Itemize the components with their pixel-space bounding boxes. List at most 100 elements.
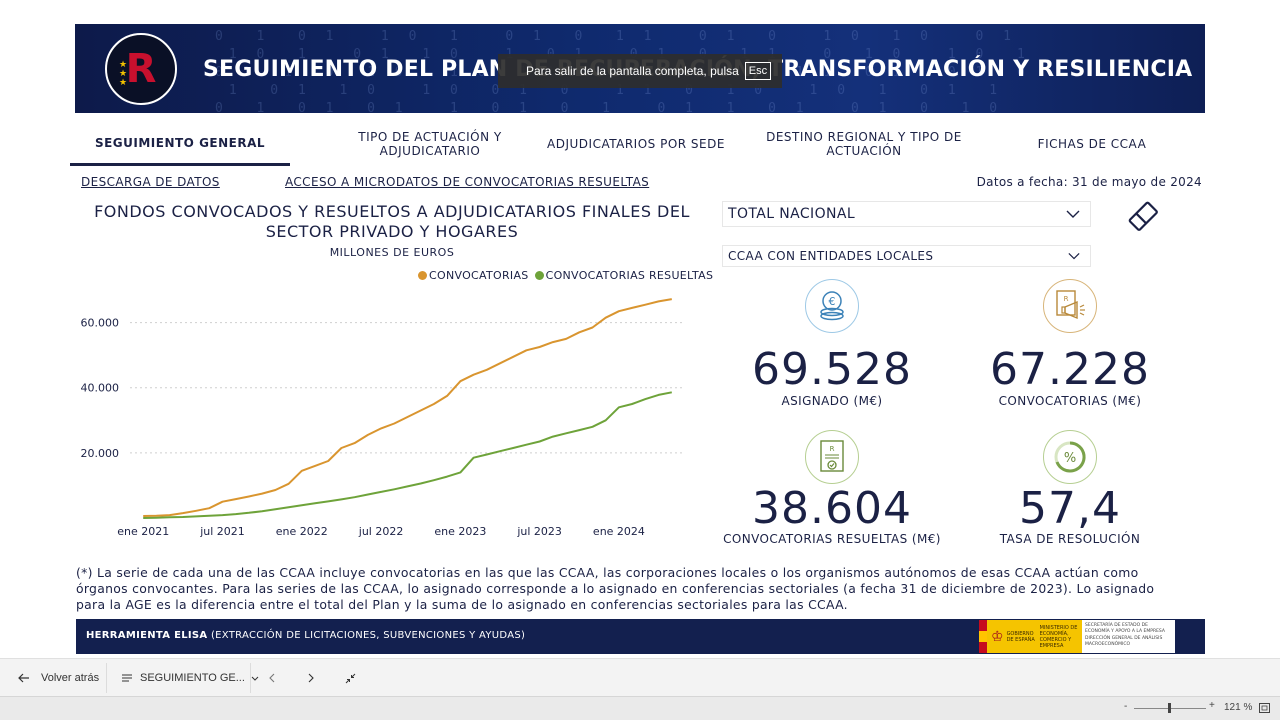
kpi-asignado-label: ASIGNADO (M€) [781,394,883,408]
zoom-slider-handle[interactable] [1168,703,1171,713]
legend-label-convocatorias: CONVOCATORIAS [429,269,529,282]
zoom-level: 121 % [1224,702,1253,713]
kpi-resueltas-value: 38.604 [752,483,912,534]
kpi-tasa-label: TASA DE RESOLUCIÓN [999,532,1141,546]
kpi-asignado-value: 69.528 [752,344,912,395]
tab-seguimiento-general[interactable]: SEGUIMIENTO GENERAL [70,122,290,166]
logo-letter: R [125,46,157,92]
footer-tool-text: HERRAMIENTA ELISA (EXTRACCIÓN DE LICITAC… [86,630,525,641]
tab-bar: SEGUIMIENTO GENERAL TIPO DE ACTUACIÓN Y … [70,122,1210,166]
certificate-check-icon: R [805,430,859,484]
direccion-label: DIRECCIÓN GENERAL DE ANÁLISIS MACROECONÓ… [1085,636,1163,647]
x-tick-label: jul 2023 [516,525,562,538]
series-line-convocatorias [143,298,672,517]
x-tick-label: ene 2023 [434,525,486,538]
legend-label-resueltas: CONVOCATORIAS RESUELTAS [545,269,714,282]
chevron-right-icon [308,673,314,683]
footer-tool-desc: (EXTRACCIÓN DE LICITACIONES, SUBVENCIONE… [210,630,526,641]
status-bar: - + 121 % [0,696,1280,720]
list-icon [122,674,132,682]
arrow-left-icon [18,673,29,683]
x-tick-label: jul 2022 [358,525,404,538]
x-tick-label: ene 2021 [117,525,169,538]
back-button-label: Volver atrás [41,672,100,684]
gov-label: GOBIERNO DE ESPAÑA [1006,630,1035,643]
footnote: (*) La serie de cada una de las CCAA inc… [76,565,1155,612]
esc-key-hint: Esc [744,62,772,80]
exit-fullscreen-button[interactable] [345,659,356,697]
chevron-down-icon [1066,210,1080,218]
clear-filters-eraser-icon[interactable] [1124,199,1164,235]
legend-item-convocatorias[interactable]: CONVOCATORIAS [418,269,529,282]
tab-adjudicatarios-sede[interactable]: ADJUDICATARIOS POR SEDE [547,137,725,151]
legend-dot-resueltas [534,271,544,280]
chevron-left-icon [269,673,275,683]
x-tick-label: ene 2024 [593,525,645,538]
microdata-link[interactable]: ACCESO A MICRODATOS DE CONVOCATORIAS RES… [285,175,650,189]
eu-stars-icon: ★ ★ ★ [119,60,128,88]
megaphone-document-glyph: R [1056,290,1085,320]
page-selector-label: SEGUIMIENTO GE... [140,672,245,684]
kpi-convocatorias-value: 67.228 [990,344,1150,395]
tab-tipo-actuacion[interactable]: TIPO DE ACTUACIÓN Y ADJUDICATARIO [358,130,502,158]
scope-dropdown[interactable]: CCAA CON ENTIDADES LOCALES [722,245,1091,267]
tab-fichas-ccaa[interactable]: FICHAS DE CCAA [1037,137,1147,151]
ministry-logo-block: ♔ GOBIERNO DE ESPAÑA MINISTERIO DE ECONO… [987,620,1082,653]
coin-stack-icon: € [805,279,859,333]
megaphone-document-icon: R [1043,279,1097,333]
series-line-resueltas [143,391,672,519]
scope-dropdown-value: CCAA CON ENTIDADES LOCALES [728,249,934,263]
kpi-resueltas-label: CONVOCATORIAS RESUELTAS (M€) [723,532,941,546]
y-tick-label: 60.000 [81,317,120,330]
svg-text:R: R [830,445,835,453]
ministry-label: MINISTERIO DE ECONOMÍA, COMERCIO Y EMPRE… [1039,624,1078,649]
line-chart: 20.000 40.000 60.000 ene 2021 jul 2021 ene 20… [81,298,685,538]
toolbar-divider [250,663,251,693]
tab-destino-regional[interactable]: DESTINO REGIONAL Y TIPO DE ACTUACIÓN [766,130,962,158]
next-page-button[interactable] [308,659,314,697]
percent-gauge-glyph: % [1054,441,1086,473]
coat-of-arms-icon: ♔ [991,628,1004,645]
fit-page-icon[interactable] [1259,703,1270,713]
y-tick-label: 40.000 [81,382,120,395]
y-tick-label: 20.000 [81,447,120,460]
footer-bar: HERRAMIENTA ELISA (EXTRACCIÓN DE LICITAC… [76,619,1205,654]
footer-tool-name: HERRAMIENTA ELISA [86,630,208,641]
viewer-toolbar: Volver atrás SEGUIMIENTO GE... [0,658,1280,696]
percent-gauge-icon: % [1043,430,1097,484]
kpi-convocatorias-label: CONVOCATORIAS (M€) [998,394,1142,408]
toolbar-divider [106,663,107,693]
back-button[interactable]: Volver atrás [18,659,99,697]
secretaria-block: SECRETARÍA DE ESTADO DE ECONOMÍA Y APOYO… [1082,620,1175,653]
svg-text:€: € [829,295,836,308]
government-logo: ♔ GOBIERNO DE ESPAÑA MINISTERIO DE ECONO… [979,620,1175,653]
previous-page-button[interactable] [269,659,275,697]
chevron-down-icon [1068,253,1080,260]
kpi-tasa-value: 57,4 [1019,483,1121,534]
x-tick-label: ene 2022 [276,525,328,538]
zoom-in-button[interactable]: + [1209,700,1215,711]
spain-flag-icon [979,620,987,653]
fullscreen-notice: Para salir de la pantalla completa, puls… [498,54,782,88]
chevron-down-icon [251,676,259,681]
plan-logo: ★ ★ ★ R [105,33,177,105]
x-tick-label: jul 2021 [199,525,245,538]
svg-text:%: % [1064,451,1076,466]
secretaria-label: SECRETARÍA DE ESTADO DE ECONOMÍA Y APOYO… [1085,623,1165,634]
page-selector[interactable]: SEGUIMIENTO GE... [122,659,259,697]
download-data-link[interactable]: DESCARGA DE DATOS [81,175,220,189]
region-dropdown-value: TOTAL NACIONAL [728,206,856,222]
collapse-icon [345,673,356,683]
data-date: Datos a fecha: 31 de mayo de 2024 [976,175,1202,189]
chart-subtitle: MILLONES DE EUROS [329,246,455,259]
legend-dot-convocatorias [418,271,427,280]
coin-stack-glyph: € [820,291,844,321]
zoom-out-button[interactable]: - [1124,701,1128,712]
chart-title: FONDOS CONVOCADOS Y RESUELTOS A ADJUDICA… [94,202,690,241]
region-dropdown[interactable]: TOTAL NACIONAL [722,201,1091,227]
fullscreen-notice-text: Para salir de la pantalla completa, puls… [526,64,739,78]
certificate-check-glyph: R [820,440,844,472]
chart-legend: CONVOCATORIAS CONVOCATORIAS RESUELTAS [418,269,713,282]
legend-item-resueltas[interactable]: CONVOCATORIAS RESUELTAS [534,269,714,282]
svg-text:R: R [1064,295,1069,303]
